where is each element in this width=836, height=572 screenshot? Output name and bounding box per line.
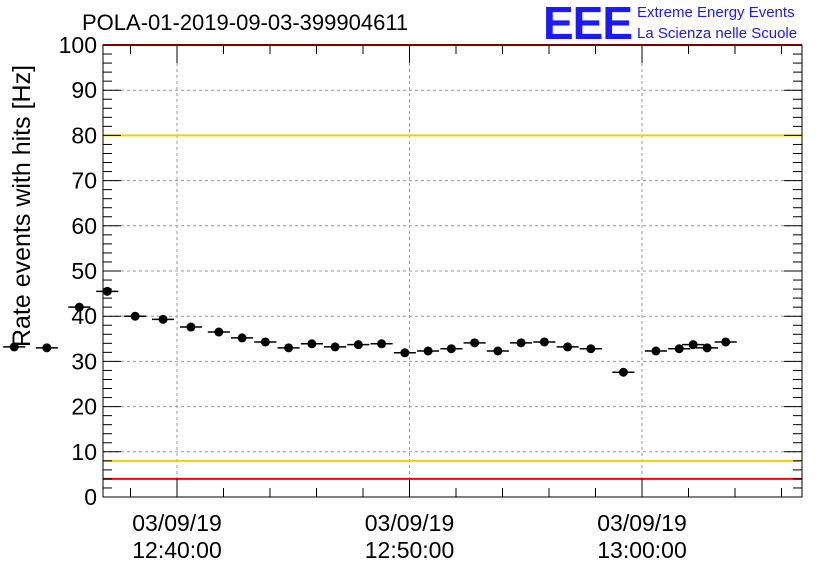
chart-title: POLA-01-2019-09-03-399904611 [82,10,409,35]
data-point [35,343,58,353]
data-point [417,346,440,356]
y-tick-label: 60 [71,213,97,239]
data-point [696,343,719,353]
point-marker [651,346,661,356]
x-tick-date: 03/09/19 [365,510,455,536]
point-marker [353,340,363,350]
y-tick-label: 10 [71,439,97,465]
point-marker [74,302,84,312]
y-tick-label: 0 [84,484,97,510]
point-marker [9,342,19,352]
point-marker [42,343,52,353]
data-point [463,338,486,348]
data-point [682,340,705,350]
point-marker [586,344,596,354]
x-tick-time: 13:00:00 [597,537,687,563]
point-marker [102,286,112,296]
point-marker [423,346,433,356]
data-point [612,367,635,377]
reference-lines [103,44,802,480]
y-axis-label: Rate events with hits [Hz] [8,65,36,347]
logo-line-1: Extreme Energy Events [637,4,795,21]
point-marker [260,337,270,347]
point-marker [400,348,410,358]
point-marker [702,343,712,353]
grid-lines [103,45,802,497]
point-marker [493,346,503,356]
data-point [533,337,556,347]
data-point [714,337,737,347]
x-tick-time: 12:50:00 [365,537,455,563]
y-tick-label: 90 [71,77,97,103]
point-marker [674,344,684,354]
data-point [579,344,602,354]
data-point [231,333,254,343]
data-point [179,322,202,332]
point-marker [186,322,196,332]
y-tick-label: 100 [59,32,97,58]
y-tick-label: 20 [71,394,97,420]
y-tick-label: 50 [71,258,97,284]
data-point [300,339,323,349]
point-marker [307,339,317,349]
data-point [393,348,416,358]
data-point [277,343,300,353]
data-point [510,338,533,348]
point-marker [563,342,573,352]
point-marker [721,337,731,347]
y-tick-label: 70 [71,168,97,194]
data-point [556,342,579,352]
logo-line-2: La Scienza nelle Scuole [637,25,798,42]
data-point [152,314,175,324]
point-marker [158,314,168,324]
point-marker [446,344,456,354]
data-point [68,302,91,312]
data-point [254,337,277,347]
point-marker [214,327,224,337]
data-point [644,346,667,356]
x-axis-ticks: 03/09/1912:40:0003/09/1912:50:0003/09/19… [130,45,782,563]
y-tick-label: 30 [71,348,97,374]
data-point [96,286,119,296]
data-point [207,327,230,337]
data-point [668,344,691,354]
data-point [324,342,347,352]
point-marker [470,338,480,348]
point-marker [130,311,140,321]
data-points [3,286,737,377]
point-marker [539,337,549,347]
point-marker [618,367,628,377]
eee-logo: EEE [543,0,633,49]
x-tick-date: 03/09/19 [132,510,222,536]
data-point [440,344,463,354]
x-tick-time: 12:40:00 [132,537,222,563]
data-point [370,339,393,349]
y-tick-label: 80 [71,122,97,148]
data-point [347,340,370,350]
point-marker [377,339,387,349]
point-marker [516,338,526,348]
data-point [124,311,147,321]
data-point [486,346,509,356]
x-tick-date: 03/09/19 [597,510,687,536]
data-point [3,342,26,352]
point-marker [284,343,294,353]
point-marker [237,333,247,343]
point-marker [688,340,698,350]
point-marker [330,342,340,352]
